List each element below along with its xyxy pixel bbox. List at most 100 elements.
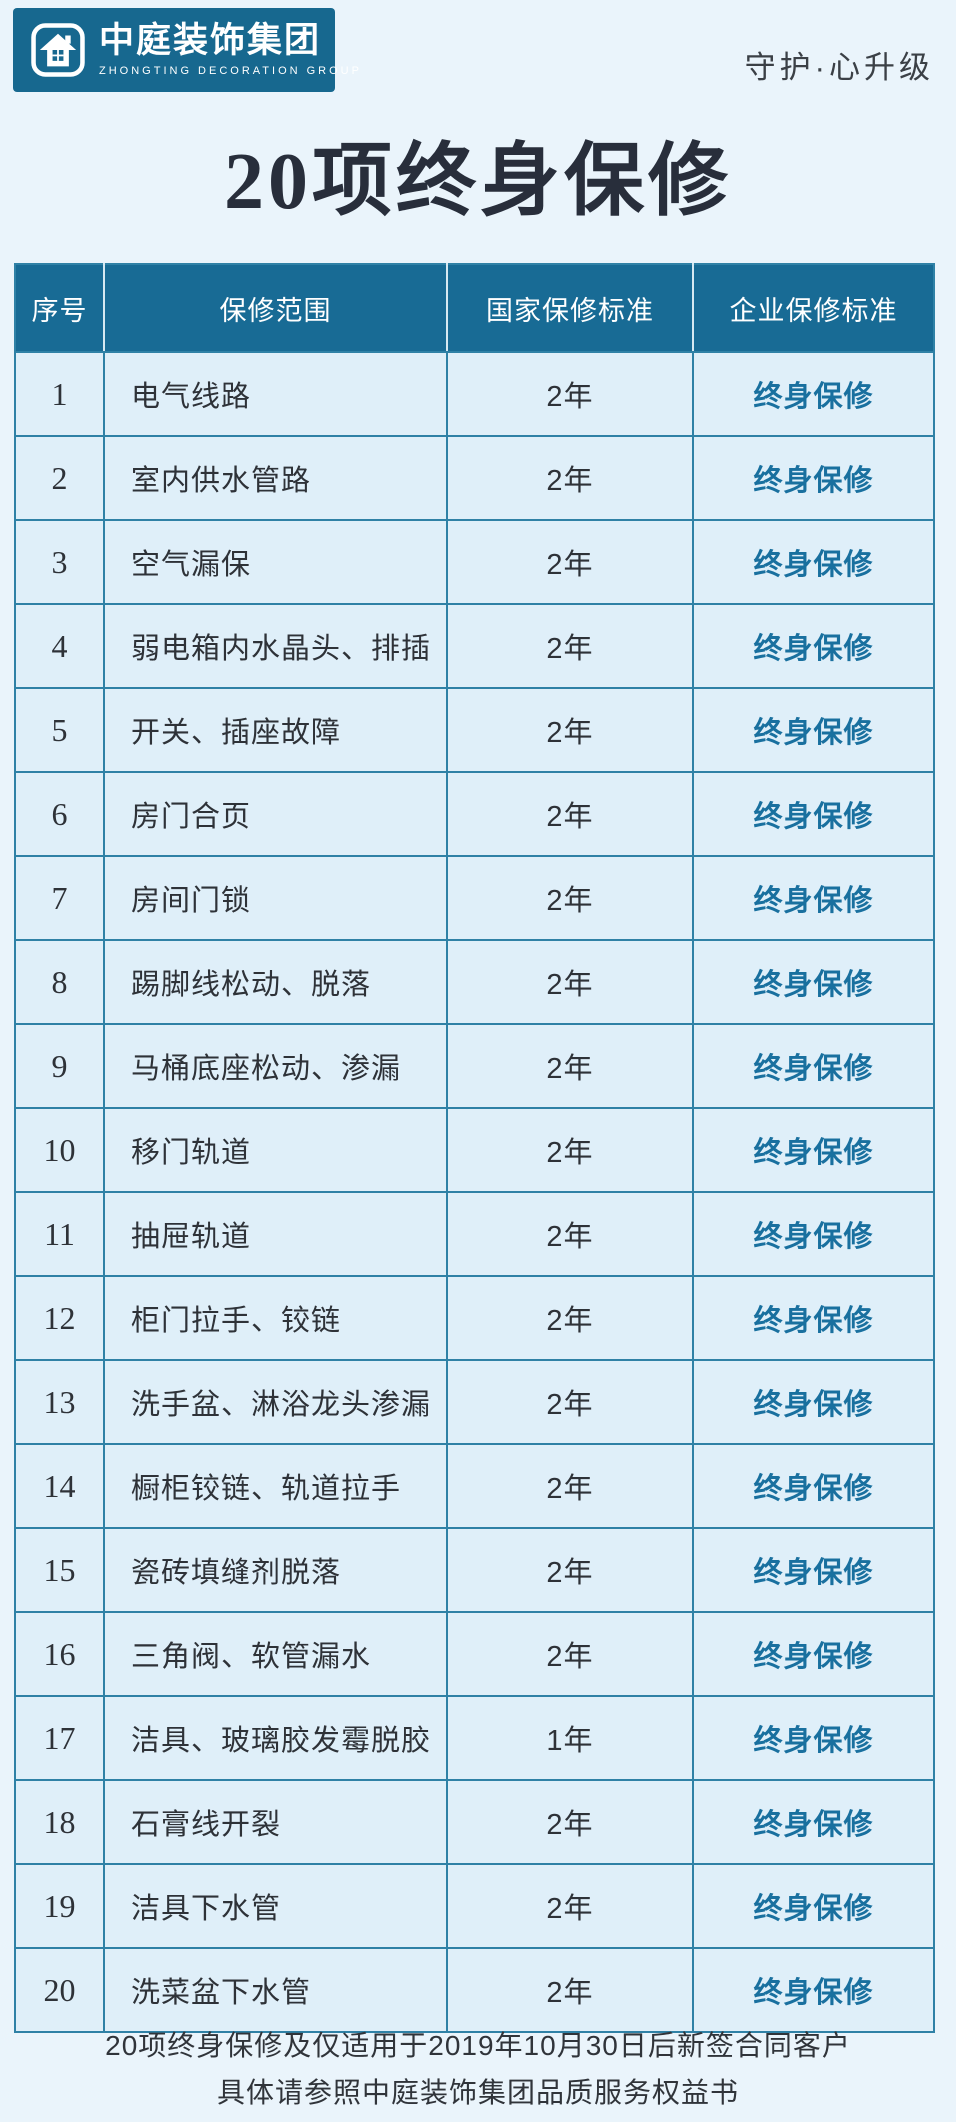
row-index: 18 [14,1779,105,1865]
table-row: 4 弱电箱内水晶头、排插 2年 终身保修 [14,603,935,689]
table-row: 14 橱柜铰链、轨道拉手 2年 终身保修 [14,1443,935,1529]
enterprise-standard-cell: 终身保修 [692,351,935,437]
brand-name-cn: 中庭装饰集团 [99,21,322,61]
enterprise-standard-cell: 终身保修 [692,519,935,605]
enterprise-standard-cell: 终身保修 [692,1863,935,1949]
house-logo-icon [31,23,85,77]
col-header-index: 序号 [15,264,104,353]
national-standard-cell: 2年 [446,771,694,857]
table-row: 3 空气漏保 2年 终身保修 [14,519,935,605]
warranty-scope-cell: 石膏线开裂 [103,1779,448,1865]
table-row: 10 移门轨道 2年 终身保修 [14,1107,935,1193]
row-index: 8 [14,939,105,1025]
footer-note-line1: 20项终身保修及仅适用于2019年10月30日后新签合同客户 [105,2030,851,2061]
footer-note: 20项终身保修及仅适用于2019年10月30日后新签合同客户 具体请参照中庭装饰… [0,2022,956,2116]
national-standard-cell: 2年 [446,939,694,1025]
table-row: 18 石膏线开裂 2年 终身保修 [14,1779,935,1865]
warranty-scope-cell: 三角阀、软管漏水 [103,1611,448,1697]
table-row: 13 洗手盆、淋浴龙头渗漏 2年 终身保修 [14,1359,935,1445]
national-standard-cell: 2年 [446,1023,694,1109]
enterprise-standard-cell: 终身保修 [692,687,935,773]
enterprise-standard-cell: 终身保修 [692,603,935,689]
warranty-scope-cell: 开关、插座故障 [103,687,448,773]
row-index: 13 [14,1359,105,1445]
national-standard-cell: 2年 [446,1779,694,1865]
warranty-scope-cell: 弱电箱内水晶头、排插 [103,603,448,689]
enterprise-standard-cell: 终身保修 [692,939,935,1025]
warranty-scope-cell: 房门合页 [103,771,448,857]
warranty-scope-cell: 踢脚线松动、脱落 [103,939,448,1025]
row-index: 15 [14,1527,105,1613]
table-row: 1 电气线路 2年 终身保修 [14,351,935,437]
row-index: 11 [14,1191,105,1277]
row-index: 3 [14,519,105,605]
table-row: 5 开关、插座故障 2年 终身保修 [14,687,935,773]
warranty-scope-cell: 房间门锁 [103,855,448,941]
enterprise-standard-cell: 终身保修 [692,435,935,521]
national-standard-cell: 2年 [446,1863,694,1949]
row-index: 16 [14,1611,105,1697]
table-row: 17 洁具、玻璃胶发霉脱胶 1年 终身保修 [14,1695,935,1781]
enterprise-standard-cell: 终身保修 [692,1527,935,1613]
brand-slogan: 守护·心升级 [744,50,934,85]
brand-text: 中庭装饰集团 ZHONGTING DECORATION GROUP [99,21,362,77]
enterprise-standard-cell: 终身保修 [692,1275,935,1361]
warranty-scope-cell: 洁具下水管 [103,1863,448,1949]
warranty-scope-cell: 移门轨道 [103,1107,448,1193]
warranty-scope-cell: 洁具、玻璃胶发霉脱胶 [103,1695,448,1781]
national-standard-cell: 2年 [446,1275,694,1361]
table-row: 11 抽屉轨道 2年 终身保修 [14,1191,935,1277]
national-standard-cell: 2年 [446,603,694,689]
col-header-enterprise-standard: 企业保修标准 [692,264,934,353]
page-title: 20项终身保修 [224,138,732,226]
row-index: 7 [14,855,105,941]
national-standard-cell: 2年 [446,351,694,437]
national-standard-cell: 2年 [446,855,694,941]
warranty-table-body: 1 电气线路 2年 终身保修 2 室内供水管路 2年 终身保修 3 空气漏保 2年 终身保修 4 弱电箱内… [14,351,935,2033]
row-index: 9 [14,1023,105,1109]
table-row: 7 房间门锁 2年 终身保修 [14,855,935,941]
national-standard-cell: 2年 [446,1527,694,1613]
enterprise-standard-cell: 终身保修 [692,1947,935,2033]
warranty-scope-cell: 电气线路 [103,351,448,437]
table-row: 15 瓷砖填缝剂脱落 2年 终身保修 [14,1527,935,1613]
enterprise-standard-cell: 终身保修 [692,1443,935,1529]
enterprise-standard-cell: 终身保修 [692,1695,935,1781]
enterprise-standard-cell: 终身保修 [692,1191,935,1277]
national-standard-cell: 2年 [446,1947,694,2033]
enterprise-standard-cell: 终身保修 [692,1359,935,1445]
header-row: 序号 保修范围 国家保修标准 企业保修标准 [15,264,934,353]
national-standard-cell: 2年 [446,1191,694,1277]
row-index: 20 [14,1947,105,2033]
warranty-scope-cell: 抽屉轨道 [103,1191,448,1277]
table-row: 9 马桶底座松动、渗漏 2年 终身保修 [14,1023,935,1109]
warranty-table-header: 序号 保修范围 国家保修标准 企业保修标准 [15,264,934,353]
brand-logo: 中庭装饰集团 ZHONGTING DECORATION GROUP [13,8,359,92]
table-row: 16 三角阀、软管漏水 2年 终身保修 [14,1611,935,1697]
row-index: 6 [14,771,105,857]
warranty-scope-cell: 室内供水管路 [103,435,448,521]
row-index: 4 [14,603,105,689]
warranty-scope-cell: 瓷砖填缝剂脱落 [103,1527,448,1613]
col-header-national-standard: 国家保修标准 [446,264,693,353]
enterprise-standard-cell: 终身保修 [692,1107,935,1193]
national-standard-cell: 2年 [446,687,694,773]
national-standard-cell: 2年 [446,1443,694,1529]
warranty-scope-cell: 洗菜盆下水管 [103,1947,448,2033]
national-standard-cell: 2年 [446,435,694,521]
row-index: 2 [14,435,105,521]
enterprise-standard-cell: 终身保修 [692,1023,935,1109]
warranty-scope-cell: 橱柜铰链、轨道拉手 [103,1443,448,1529]
footer-note-line2: 具体请参照中庭装饰集团品质服务权益书 [216,2077,739,2108]
row-index: 10 [14,1107,105,1193]
table-row: 6 房门合页 2年 终身保修 [14,771,935,857]
national-standard-cell: 2年 [446,519,694,605]
row-index: 19 [14,1863,105,1949]
table-row: 8 踢脚线松动、脱落 2年 终身保修 [14,939,935,1025]
table-row: 20 洗菜盆下水管 2年 终身保修 [14,1947,935,2033]
col-header-scope: 保修范围 [103,264,447,353]
enterprise-standard-cell: 终身保修 [692,771,935,857]
warranty-table: 序号 保修范围 国家保修标准 企业保修标准 1 电气线路 2年 终身保修 2 室内供水管路… [14,263,935,2033]
national-standard-cell: 1年 [446,1695,694,1781]
warranty-scope-cell: 空气漏保 [103,519,448,605]
